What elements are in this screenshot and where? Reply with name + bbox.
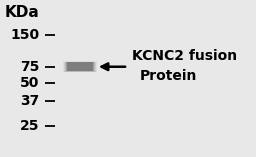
- Text: 25: 25: [20, 119, 40, 133]
- Bar: [66, 62, 94, 71]
- Text: KCNC2 fusion: KCNC2 fusion: [132, 49, 237, 63]
- Text: 37: 37: [20, 94, 40, 108]
- Bar: [64, 62, 96, 72]
- Bar: [65, 62, 95, 72]
- Text: KDa: KDa: [5, 5, 40, 20]
- Text: 150: 150: [10, 27, 40, 42]
- Bar: [63, 61, 97, 72]
- Bar: [67, 62, 93, 71]
- Text: 75: 75: [20, 60, 40, 74]
- Text: Protein: Protein: [140, 69, 197, 83]
- Text: 50: 50: [20, 76, 40, 90]
- Bar: [67, 62, 93, 71]
